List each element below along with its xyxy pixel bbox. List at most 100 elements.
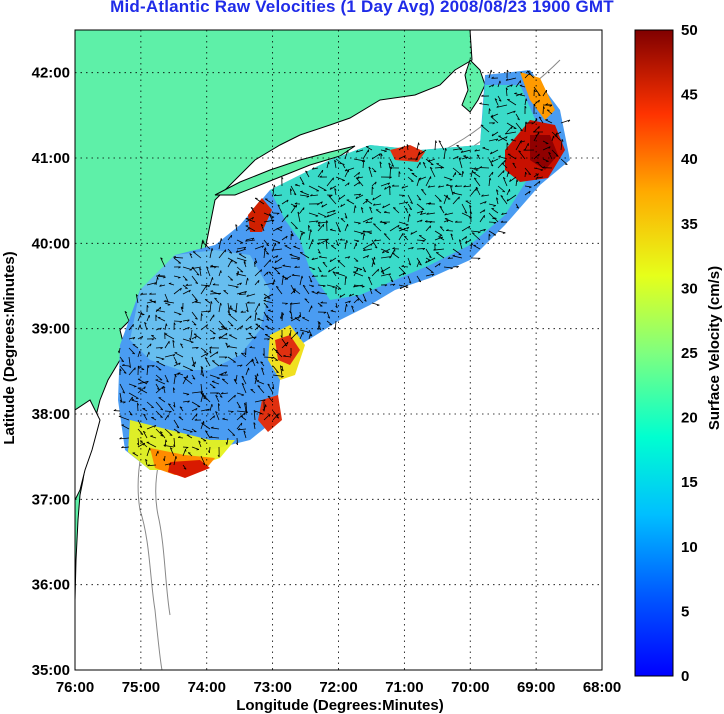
velocity-vector [263, 247, 266, 259]
velocity-vector [479, 209, 486, 214]
velocity-vector [312, 275, 319, 277]
velocity-vector [218, 392, 223, 398]
velocity-vector [209, 415, 215, 421]
velocity-vector [443, 266, 453, 269]
velocity-vector [488, 158, 494, 167]
velocity-vector-head [135, 294, 139, 297]
velocity-vector [191, 374, 196, 380]
velocity-vector-head [318, 255, 322, 258]
velocity-vector [353, 268, 358, 277]
velocity-vector [438, 140, 445, 151]
velocity-vector [371, 181, 377, 187]
velocity-vector [209, 277, 213, 286]
velocity-vector-head [368, 276, 371, 279]
velocity-vector-head [358, 193, 362, 196]
velocity-vector [164, 410, 172, 412]
velocity-vector [173, 362, 181, 367]
velocity-vector [263, 212, 275, 218]
velocity-vector [353, 181, 361, 187]
velocity-vector [362, 159, 365, 169]
velocity-vector-head [131, 399, 135, 401]
velocity-vector-head [339, 295, 342, 298]
velocity-vector-head [266, 253, 269, 255]
velocity-vector [290, 185, 297, 196]
velocity-vector [365, 198, 373, 205]
velocity-vector [480, 124, 490, 133]
velocity-vector-head [377, 268, 380, 272]
velocity-vector [236, 392, 245, 396]
velocity-vector [263, 239, 270, 246]
velocity-vector [317, 302, 323, 307]
velocity-vector [308, 275, 313, 283]
velocity-vector-head [161, 358, 165, 361]
y-tick-label: 41:00 [32, 150, 70, 167]
velocity-field-darkred-ne [530, 135, 558, 170]
velocity-vector-head [318, 270, 322, 273]
velocity-vector [425, 158, 434, 166]
velocity-vector [416, 239, 425, 242]
velocity-vector [254, 280, 260, 286]
velocity-vector [536, 176, 544, 179]
velocity-vector-head [280, 335, 283, 338]
x-tick-label: 73:00 [253, 679, 291, 696]
velocity-vector [236, 282, 242, 286]
velocity-vector-head [344, 216, 348, 219]
velocity-vector-head [422, 161, 426, 165]
velocity-vector [533, 180, 541, 187]
velocity-vector-head [137, 402, 140, 406]
velocity-vector-head [500, 220, 504, 223]
velocity-vector [389, 224, 400, 232]
velocity-vector [514, 93, 526, 97]
velocity-vector [173, 419, 180, 429]
velocity-vector-head [420, 219, 423, 223]
chesapeake-bay [75, 399, 101, 501]
velocity-vector-head [318, 221, 321, 224]
velocity-vector [416, 161, 421, 169]
velocity-vector-head [369, 232, 373, 235]
velocity-vector [227, 394, 236, 403]
velocity-vector [180, 343, 184, 349]
velocity-vector [299, 230, 306, 234]
velocity-vector [300, 191, 310, 196]
velocity-vector [163, 455, 166, 462]
velocity-vector-head [187, 326, 190, 330]
velocity-vector [173, 256, 184, 259]
velocity-vector-head [207, 285, 211, 288]
velocity-vector-head [194, 299, 198, 301]
velocity-vector [164, 374, 169, 383]
velocity-vector [173, 257, 182, 264]
velocity-vector [209, 351, 219, 358]
velocity-vector [227, 356, 236, 363]
velocity-vector-head [340, 218, 344, 220]
velocity-vector [373, 223, 382, 232]
velocity-vector [473, 172, 481, 178]
velocity-vector [326, 311, 331, 319]
velocity-vector [373, 203, 382, 206]
velocity-vector-head [528, 190, 531, 194]
velocity-vector-head [555, 135, 558, 137]
velocity-vector [416, 194, 422, 201]
velocity-vector-head [147, 365, 150, 368]
velocity-vector-head [323, 311, 327, 314]
velocity-vector [308, 185, 320, 192]
velocity-vector-head [267, 395, 271, 398]
velocity-vector [227, 410, 234, 412]
velocity-vector-head [373, 239, 377, 242]
velocity-vector [407, 194, 413, 204]
velocity-vector-head [276, 255, 279, 258]
velocity-vector [164, 333, 175, 340]
velocity-vector-head [214, 297, 218, 300]
velocity-vector [142, 431, 148, 439]
velocity-vector [209, 383, 216, 389]
velocity-vector-head [212, 337, 216, 340]
velocity-vector [498, 135, 508, 142]
velocity-vector [353, 158, 365, 162]
velocity-vector [267, 383, 274, 394]
velocity-vector [340, 203, 346, 208]
velocity-vector [200, 437, 207, 442]
velocity-vector-head [239, 282, 242, 286]
velocity-vector [546, 109, 553, 115]
velocity-vector-head [189, 253, 193, 256]
velocity-vector-head [465, 236, 468, 239]
velocity-vector-head [505, 87, 508, 91]
